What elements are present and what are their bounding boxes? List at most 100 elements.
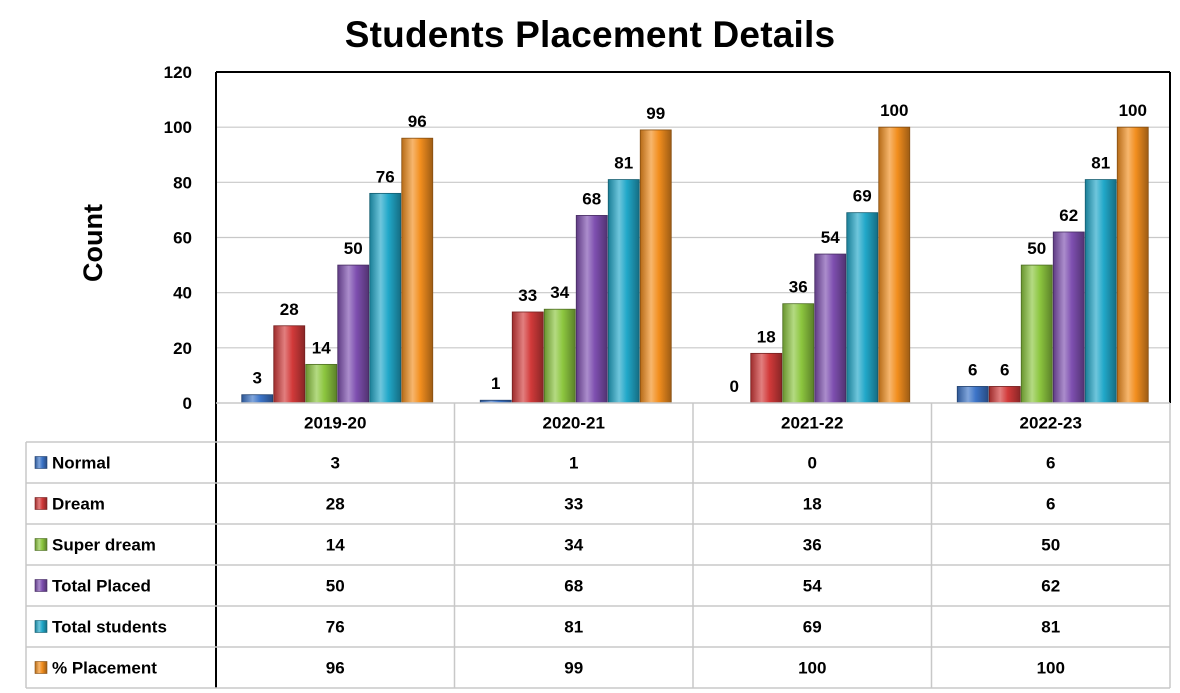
table-cell-total-students-2019-20: 76	[326, 618, 345, 637]
legend-key-dream	[34, 497, 48, 510]
bar-super-dream-2022-23	[1020, 264, 1053, 404]
legend-label-dream: Dream	[52, 495, 105, 514]
bar-normal-2022-23	[956, 386, 989, 404]
legend-key-pct-placement	[34, 661, 48, 674]
data-label-total-placed-2022-23: 62	[1059, 206, 1078, 225]
y-tick-label: 20	[173, 339, 192, 358]
data-label-total-placed-2021-22: 54	[821, 228, 840, 247]
table-cell-total-placed-2020-21: 68	[564, 577, 583, 596]
data-table: 2019-20 2020-21 2021-22 2022-23 Normal 3 1 0 6 Dr…	[25, 402, 1171, 689]
table-cell-total-students-2020-21: 81	[564, 618, 583, 637]
legend-label-normal: Normal	[52, 454, 111, 473]
bar-total-placed-2020-21	[575, 215, 608, 404]
data-label-normal-2019-20: 3	[253, 369, 262, 388]
table-cell-super-dream-2022-23: 50	[1041, 536, 1060, 555]
bar-dream-2019-20	[273, 325, 306, 404]
data-label-super-dream-2022-23: 50	[1027, 239, 1046, 258]
table-cell-total-students-2022-23: 81	[1041, 618, 1060, 637]
table-cell-pct-placement-2022-23: 100	[1037, 659, 1065, 678]
x-tick-label: 2021-22	[781, 414, 843, 433]
table-cell-normal-2022-23: 6	[1046, 454, 1055, 473]
bar-total-placed-2019-20	[337, 264, 370, 404]
data-label-total-placed-2020-21: 68	[582, 189, 601, 208]
data-labels: 3 28 14 50 76 96 1 33 34 68 81 99 0 18 36 54 69 100 6 6 50 62…	[253, 101, 1147, 396]
bar-pct-placement-2019-20	[401, 137, 434, 404]
table-cell-dream-2021-22: 18	[803, 495, 822, 514]
legend-label-total-students: Total students	[52, 618, 167, 637]
legend-key-total-students	[34, 620, 48, 633]
y-tick-label: 120	[164, 63, 192, 82]
x-tick-label: 2022-23	[1020, 414, 1082, 433]
table-cell-total-placed-2022-23: 62	[1041, 577, 1060, 596]
table-cell-super-dream-2021-22: 36	[803, 536, 822, 555]
bar-super-dream-2019-20	[305, 363, 338, 404]
data-label-pct-placement-2019-20: 96	[408, 112, 427, 131]
data-label-dream-2021-22: 18	[757, 327, 776, 346]
table-cell-pct-placement-2019-20: 96	[326, 659, 345, 678]
bar-pct-placement-2022-23	[1116, 126, 1149, 404]
legend-label-pct-placement: % Placement	[52, 659, 157, 678]
table-cell-normal-2019-20: 3	[331, 454, 340, 473]
bars	[241, 126, 1149, 404]
table-cell-dream-2022-23: 6	[1046, 495, 1055, 514]
table-cell-normal-2020-21: 1	[569, 454, 578, 473]
table-cell-dream-2020-21: 33	[564, 495, 583, 514]
data-label-normal-2020-21: 1	[491, 374, 500, 393]
data-label-super-dream-2020-21: 34	[550, 283, 569, 302]
bar-dream-2021-22	[750, 352, 783, 404]
data-label-dream-2020-21: 33	[518, 286, 537, 305]
data-label-normal-2022-23: 6	[968, 360, 977, 379]
table-cell-super-dream-2019-20: 14	[326, 536, 345, 555]
y-tick-label: 80	[173, 173, 192, 192]
table-cell-super-dream-2020-21: 34	[564, 536, 583, 555]
table-cell-total-placed-2021-22: 54	[803, 577, 822, 596]
data-label-total-students-2020-21: 81	[614, 154, 633, 173]
bar-total-students-2022-23	[1084, 179, 1117, 404]
y-tick-label: 60	[173, 229, 192, 248]
data-label-total-placed-2019-20: 50	[344, 239, 363, 258]
data-label-total-students-2022-23: 81	[1091, 154, 1110, 173]
y-tick-label: 0	[183, 394, 192, 413]
legend-label-total-placed: Total Placed	[52, 577, 151, 596]
table-cell-total-students-2021-22: 69	[803, 618, 822, 637]
bar-total-placed-2022-23	[1052, 231, 1085, 404]
bar-super-dream-2020-21	[543, 308, 576, 404]
data-label-total-students-2019-20: 76	[376, 167, 395, 186]
bar-dream-2022-23	[988, 386, 1021, 404]
chart-title: Students Placement Details	[344, 14, 836, 55]
table-cell-total-placed-2019-20: 50	[326, 577, 345, 596]
bar-total-students-2020-21	[607, 179, 640, 404]
data-label-dream-2019-20: 28	[280, 300, 299, 319]
bar-normal-2019-20	[241, 394, 274, 404]
bar-total-students-2021-22	[846, 212, 879, 404]
x-tick-label: 2020-21	[543, 414, 605, 433]
data-label-super-dream-2019-20: 14	[312, 338, 331, 357]
legend-key-normal	[34, 456, 48, 469]
x-tick-label: 2019-20	[304, 414, 366, 433]
data-label-super-dream-2021-22: 36	[789, 278, 808, 297]
bar-dream-2020-21	[511, 311, 544, 404]
data-label-total-students-2021-22: 69	[853, 187, 872, 206]
table-cell-pct-placement-2021-22: 100	[798, 659, 826, 678]
bar-total-students-2019-20	[369, 192, 402, 404]
bar-total-placed-2021-22	[814, 253, 847, 404]
data-label-dream-2022-23: 6	[1000, 360, 1009, 379]
y-tick-label: 40	[173, 284, 192, 303]
y-tick-label: 100	[164, 118, 192, 137]
data-label-normal-2021-22: 0	[730, 377, 739, 396]
table-cell-normal-2021-22: 0	[808, 454, 817, 473]
data-label-pct-placement-2022-23: 100	[1119, 101, 1147, 120]
bar-pct-placement-2021-22	[878, 126, 911, 404]
bar-super-dream-2021-22	[782, 303, 815, 404]
table-cell-pct-placement-2020-21: 99	[564, 659, 583, 678]
table-cell-dream-2019-20: 28	[326, 495, 345, 514]
legend-label-super-dream: Super dream	[52, 536, 156, 555]
y-axis-label: Count	[78, 204, 108, 282]
data-label-pct-placement-2020-21: 99	[646, 104, 665, 123]
bar-pct-placement-2020-21	[639, 129, 672, 404]
data-label-pct-placement-2021-22: 100	[880, 101, 908, 120]
legend-key-super-dream	[34, 538, 48, 551]
legend-key-total-placed	[34, 579, 48, 592]
